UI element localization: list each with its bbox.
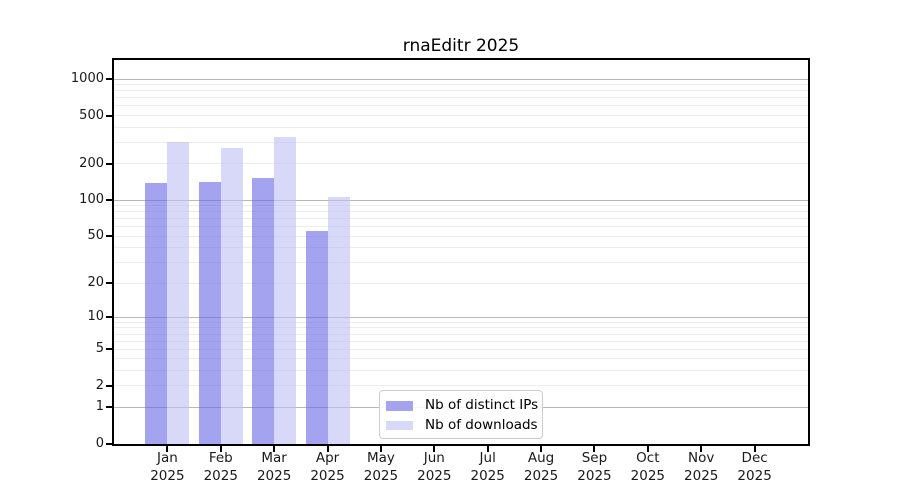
major-gridline	[114, 78, 808, 80]
x-tick-mark	[593, 446, 596, 452]
x-tick-label: Mar 2025	[256, 450, 292, 484]
y-tick-mark	[106, 162, 112, 165]
minor-gridline	[114, 90, 808, 92]
x-tick-mark	[273, 446, 276, 452]
bar-downloads	[274, 137, 297, 444]
y-tick-mark	[106, 406, 112, 409]
minor-gridline	[114, 333, 808, 335]
legend-label-downloads: Nb of downloads	[425, 416, 538, 433]
minor-gridline	[114, 226, 808, 228]
y-tick-mark	[106, 282, 112, 285]
x-tick-label: Jul 2025	[470, 450, 505, 484]
bar-downloads	[220, 148, 243, 444]
x-tick-mark	[700, 446, 703, 452]
y-tick-label: 500	[79, 107, 104, 123]
y-tick-label: 0	[95, 436, 104, 451]
y-tick-label: 1000	[70, 71, 104, 86]
minor-gridline	[114, 205, 808, 207]
y-tick-mark	[106, 199, 112, 202]
y-tick-mark	[106, 384, 112, 387]
minor-gridline	[114, 385, 808, 387]
plot-area	[112, 58, 810, 446]
minor-gridline	[114, 141, 808, 143]
minor-gridline	[114, 105, 808, 107]
minor-gridline	[114, 282, 808, 284]
bar-distinct-ips	[305, 231, 328, 444]
bar-downloads	[327, 196, 350, 444]
minor-gridline	[114, 340, 808, 342]
y-tick-mark	[106, 316, 112, 319]
y-tick-label: 50	[87, 228, 104, 244]
x-tick-label: Jan 2025	[150, 450, 185, 484]
x-tick-mark	[646, 446, 649, 452]
x-tick-mark	[219, 446, 222, 452]
x-tick-mark	[379, 446, 382, 452]
y-tick-label: 100	[79, 192, 104, 208]
major-gridline	[114, 316, 808, 318]
bar-distinct-ips	[198, 181, 221, 444]
legend: Nb of distinct IPs Nb of downloads	[379, 390, 543, 439]
x-tick-label: Feb 2025	[203, 450, 238, 484]
y-tick-label: 200	[79, 155, 104, 171]
minor-gridline	[114, 247, 808, 249]
y-tick-mark	[106, 114, 112, 117]
legend-label-distinct-ips: Nb of distinct IPs	[425, 397, 539, 414]
x-tick-mark	[753, 446, 756, 452]
x-tick-label: Aug 2025	[523, 450, 559, 484]
legend-item-distinct-ips: Nb of distinct IPs	[386, 396, 538, 416]
x-tick-label: May 2025	[363, 450, 399, 484]
y-tick-label: 2	[95, 377, 104, 393]
minor-gridline	[114, 97, 808, 99]
x-tick-label: Apr 2025	[310, 450, 345, 484]
minor-gridline	[114, 163, 808, 165]
y-tick-label: 10	[87, 309, 104, 325]
x-tick-mark	[486, 446, 489, 452]
major-gridline	[114, 199, 808, 201]
y-tick-mark	[106, 78, 112, 80]
minor-gridline	[114, 218, 808, 220]
y-tick-label: 1	[95, 399, 104, 415]
x-tick-label: Sep 2025	[577, 450, 612, 484]
minor-gridline	[114, 321, 808, 323]
minor-gridline	[114, 327, 808, 329]
y-tick-mark	[106, 443, 112, 445]
legend-item-downloads: Nb of downloads	[386, 416, 538, 436]
bar-downloads	[167, 142, 190, 444]
bar-distinct-ips	[252, 177, 275, 444]
minor-gridline	[114, 211, 808, 213]
x-tick-mark	[166, 446, 169, 452]
x-tick-mark	[326, 446, 329, 452]
minor-gridline	[114, 262, 808, 264]
y-tick-mark	[106, 235, 112, 238]
chart-title: rnaEditr 2025	[402, 36, 520, 56]
minor-gridline	[114, 126, 808, 128]
x-tick-mark	[540, 446, 543, 452]
minor-gridline	[114, 115, 808, 117]
legend-swatch-downloads-icon	[386, 420, 413, 430]
y-tick-mark	[106, 348, 112, 351]
y-tick-label: 5	[95, 341, 104, 357]
minor-gridline	[114, 348, 808, 350]
minor-gridline	[114, 235, 808, 237]
x-tick-label: Jun 2025	[417, 450, 452, 484]
minor-gridline	[114, 84, 808, 86]
minor-gridline	[114, 370, 808, 372]
x-tick-label: Oct 2025	[630, 450, 666, 484]
x-tick-label: Dec 2025	[737, 450, 772, 484]
x-tick-mark	[433, 446, 436, 452]
minor-gridline	[114, 358, 808, 360]
bar-distinct-ips	[145, 182, 168, 444]
x-tick-label: Nov 2025	[684, 450, 719, 484]
legend-swatch-distinct-ips-icon	[386, 401, 413, 411]
y-tick-label: 20	[87, 275, 104, 291]
